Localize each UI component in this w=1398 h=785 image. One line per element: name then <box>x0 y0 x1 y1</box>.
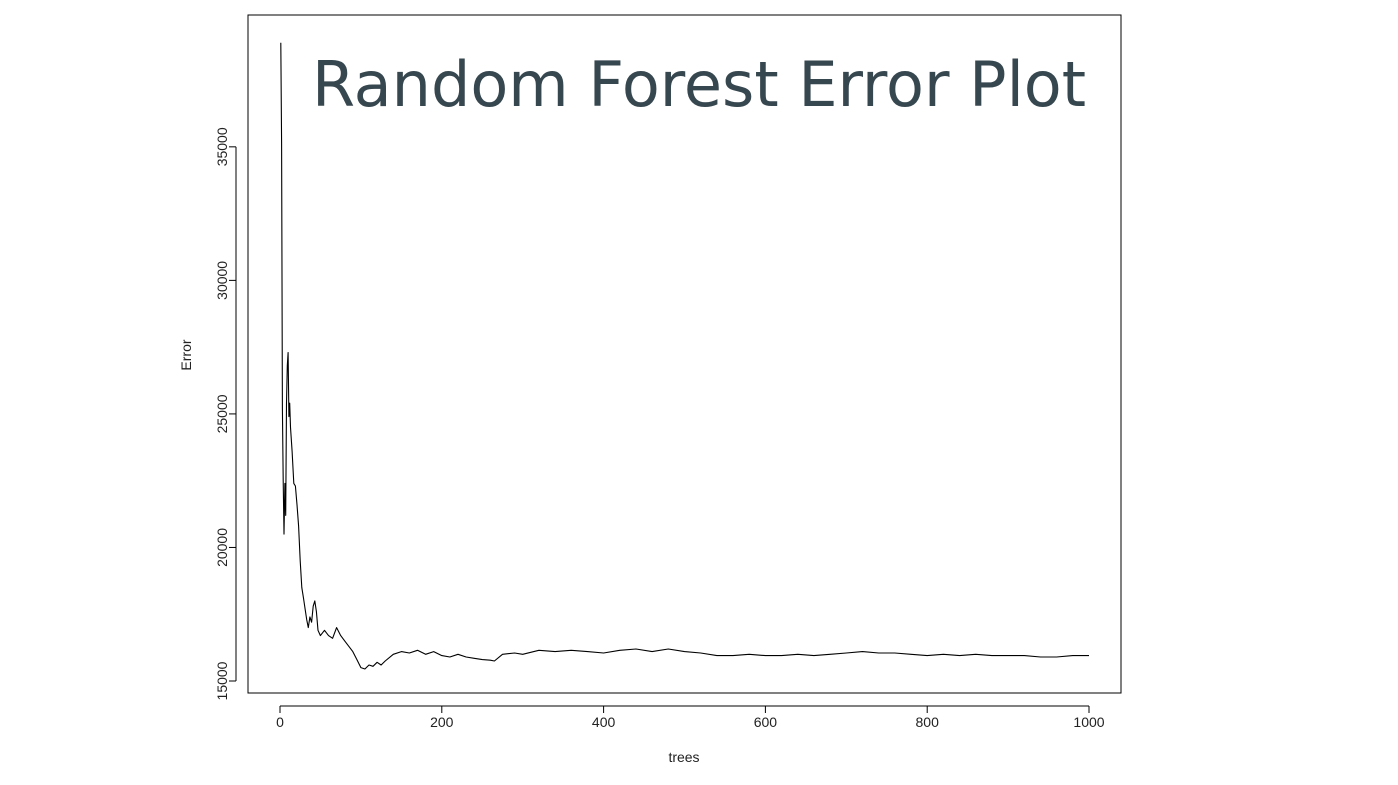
x-axis: 0 200 400 600 800 1000 <box>276 705 1105 730</box>
y-tick-label: 35000 <box>214 127 230 166</box>
error-series-line <box>280 42 1089 670</box>
y-axis-label: Error <box>178 339 194 370</box>
x-axis-label: trees <box>668 749 699 765</box>
x-tick-label: 800 <box>916 714 940 730</box>
x-tick-label: 200 <box>430 714 454 730</box>
x-tick-label: 600 <box>754 714 778 730</box>
x-tick-label: 1000 <box>1073 714 1104 730</box>
plot-frame <box>247 14 1122 694</box>
x-tick-label: 0 <box>276 714 284 730</box>
y-axis: 15000 20000 25000 30000 35000 <box>214 127 237 700</box>
x-tick-label: 400 <box>592 714 616 730</box>
y-tick-label: 15000 <box>214 661 230 700</box>
y-tick-label: 30000 <box>214 261 230 300</box>
y-tick-label: 20000 <box>214 528 230 567</box>
y-tick-label: 25000 <box>214 394 230 433</box>
chart-title: Random Forest Error Plot <box>312 48 1086 121</box>
